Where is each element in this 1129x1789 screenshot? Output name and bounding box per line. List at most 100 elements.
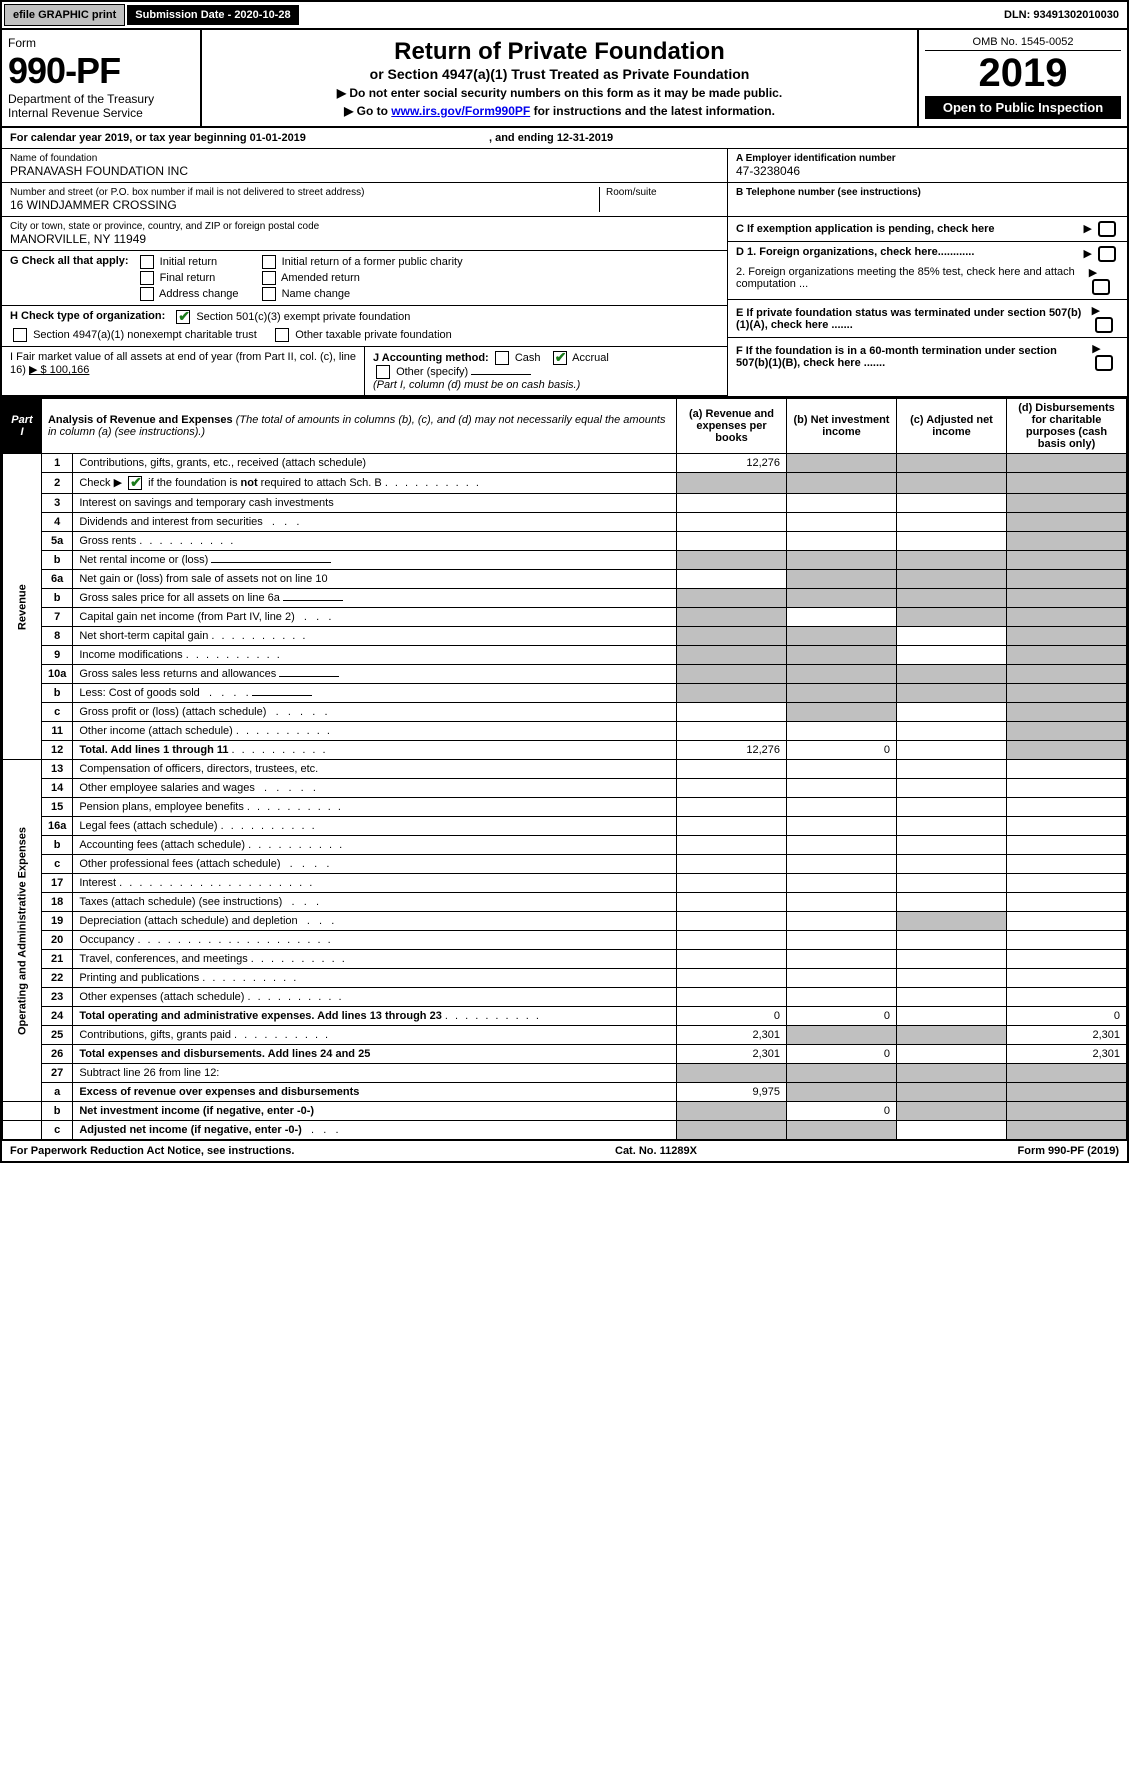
table-row: 7Capital gain net income (from Part IV, … [3,608,1127,627]
sch-b-checkbox[interactable] [128,476,142,490]
f-checkbox[interactable] [1095,355,1113,371]
name-cell: Name of foundation PRANAVASH FOUNDATION … [2,149,727,183]
table-row: 15Pension plans, employee benefits [3,798,1127,817]
j-cash[interactable]: Cash [492,352,541,364]
g-final[interactable]: Final return [137,271,239,285]
table-row: 10aGross sales less returns and allowanc… [3,665,1127,684]
form-header: Form 990-PF Department of the Treasury I… [2,30,1127,128]
d-foreign: D 1. Foreign organizations, check here..… [728,242,1127,300]
form-container: efile GRAPHIC print Submission Date - 20… [0,0,1129,1163]
table-row: bLess: Cost of goods sold . . . . [3,684,1127,703]
revenue-label: Revenue [3,454,42,760]
identity-left: Name of foundation PRANAVASH FOUNDATION … [2,149,727,396]
j-accrual[interactable]: Accrual [550,352,609,364]
efile-print-button[interactable]: efile GRAPHIC print [4,4,125,26]
form-subtitle: or Section 4947(a)(1) Trust Treated as P… [210,66,909,82]
i-fmv: I Fair market value of all assets at end… [2,347,365,395]
d1-checkbox[interactable] [1098,246,1116,262]
h-other-tax[interactable]: Other taxable private foundation [272,329,452,341]
form-label: Form [8,36,194,50]
table-row: 25Contributions, gifts, grants paid 2,30… [3,1026,1127,1045]
g-amended[interactable]: Amended return [259,271,463,285]
table-row: 24Total operating and administrative exp… [3,1007,1127,1026]
table-row: bNet investment income (if negative, ent… [3,1102,1127,1121]
h-501c3[interactable]: Section 501(c)(3) exempt private foundat… [173,310,410,324]
header-left: Form 990-PF Department of the Treasury I… [2,30,202,126]
g-address[interactable]: Address change [137,287,239,301]
dln: DLN: 93491302010030 [996,5,1127,25]
omb-number: OMB No. 1545-0052 [925,36,1121,51]
g-initial[interactable]: Initial return [137,255,239,269]
table-row: 3Interest on savings and temporary cash … [3,494,1127,513]
table-row: Operating and Administrative Expenses 13… [3,760,1127,779]
table-row: 21Travel, conferences, and meetings [3,950,1127,969]
table-row: 14Other employee salaries and wages . . … [3,779,1127,798]
page-footer: For Paperwork Reduction Act Notice, see … [2,1140,1127,1161]
phone-cell: B Telephone number (see instructions) [728,183,1127,217]
g-name[interactable]: Name change [259,287,463,301]
form-number: 990-PF [8,50,194,92]
d2-checkbox[interactable] [1092,279,1110,295]
instructions-link-row: ▶ Go to www.irs.gov/Form990PF for instru… [210,104,909,118]
col-c-hdr: (c) Adjusted net income [897,399,1007,454]
identity-grid: Name of foundation PRANAVASH FOUNDATION … [2,149,1127,398]
table-row: cOther professional fees (attach schedul… [3,855,1127,874]
table-row: 19Depreciation (attach schedule) and dep… [3,912,1127,931]
irs: Internal Revenue Service [8,106,194,120]
col-d-hdr: (d) Disbursements for charitable purpose… [1007,399,1127,454]
ssn-warning: ▶ Do not enter social security numbers o… [210,86,909,100]
j-note: (Part I, column (d) must be on cash basi… [373,379,719,391]
dept: Department of the Treasury [8,92,194,106]
c-checkbox[interactable] [1098,221,1116,237]
e-terminated: E If private foundation status was termi… [728,300,1127,338]
i-j-row: I Fair market value of all assets at end… [2,347,727,396]
col-b-hdr: (b) Net investment income [787,399,897,454]
submission-date: Submission Date - 2020-10-28 [127,5,298,25]
table-row: cGross profit or (loss) (attach schedule… [3,703,1127,722]
part1-title: Analysis of Revenue and Expenses (The to… [41,399,676,454]
instructions-link[interactable]: www.irs.gov/Form990PF [391,104,530,118]
table-row: 17Interest [3,874,1127,893]
table-row: aExcess of revenue over expenses and dis… [3,1083,1127,1102]
room-label: Room/suite [606,187,719,198]
table-row: bAccounting fees (attach schedule) [3,836,1127,855]
paperwork-notice: For Paperwork Reduction Act Notice, see … [10,1145,294,1157]
table-row: 26Total expenses and disbursements. Add … [3,1045,1127,1064]
table-row: bNet rental income or (loss) [3,551,1127,570]
table-row: 9Income modifications [3,646,1127,665]
table-row: 8Net short-term capital gain [3,627,1127,646]
part1-tag: Part I [3,399,42,454]
city-cell: City or town, state or province, country… [2,217,727,251]
h-check-row: H Check type of organization: Section 50… [2,306,727,347]
calendar-year-row: For calendar year 2019, or tax year begi… [2,128,1127,149]
table-row: bGross sales price for all assets on lin… [3,589,1127,608]
h-4947[interactable]: Section 4947(a)(1) nonexempt charitable … [10,329,257,341]
g-initial-former[interactable]: Initial return of a former public charit… [259,255,463,269]
j-other[interactable]: Other (specify) [373,365,719,379]
g-check-row: G Check all that apply: Initial return I… [2,251,727,306]
table-row: 23Other expenses (attach schedule) [3,988,1127,1007]
topbar: efile GRAPHIC print Submission Date - 20… [2,2,1127,30]
table-row: 18Taxes (attach schedule) (see instructi… [3,893,1127,912]
addr-cell: Number and street (or P.O. box number if… [2,183,727,217]
e-checkbox[interactable] [1095,317,1113,333]
table-row: 27Subtract line 26 from line 12: [3,1064,1127,1083]
cat-no: Cat. No. 11289X [615,1145,697,1157]
table-row: Revenue 1Contributions, gifts, grants, e… [3,454,1127,473]
table-row: 20Occupancy [3,931,1127,950]
header-center: Return of Private Foundation or Section … [202,30,917,126]
expenses-label: Operating and Administrative Expenses [3,760,42,1102]
table-row: 4Dividends and interest from securities … [3,513,1127,532]
form-ref: Form 990-PF (2019) [1018,1145,1119,1157]
c-pending: C If exemption application is pending, c… [728,217,1127,242]
header-right: OMB No. 1545-0052 2019 Open to Public In… [917,30,1127,126]
table-row: cAdjusted net income (if negative, enter… [3,1121,1127,1140]
f-60month: F If the foundation is in a 60-month ter… [728,338,1127,375]
ein-cell: A Employer identification number 47-3238… [728,149,1127,183]
table-row: 5aGross rents [3,532,1127,551]
table-row: 11Other income (attach schedule) [3,722,1127,741]
table-row: 6aNet gain or (loss) from sale of assets… [3,570,1127,589]
table-row: 22Printing and publications [3,969,1127,988]
tax-year: 2019 [925,51,1121,96]
col-a-hdr: (a) Revenue and expenses per books [677,399,787,454]
